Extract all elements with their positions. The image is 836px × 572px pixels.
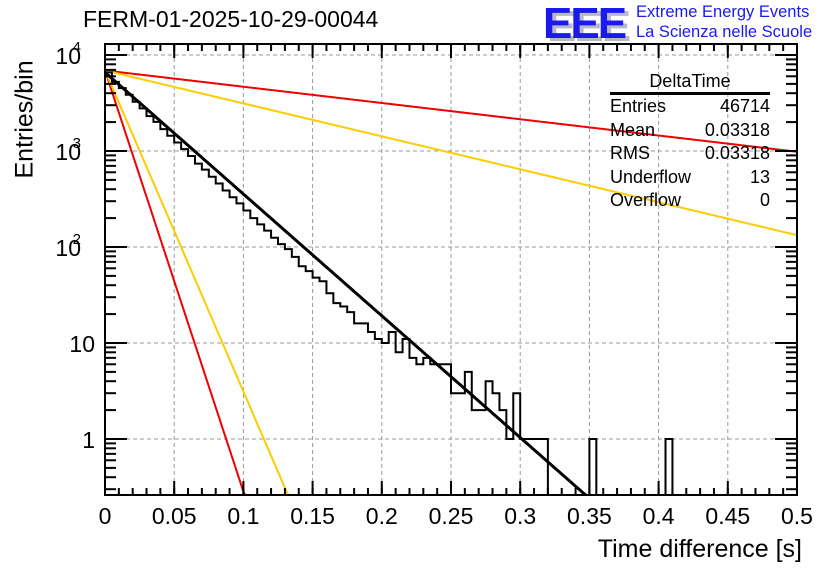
stats-row-underflow: Underflow 13 [610, 166, 770, 190]
stats-label: Mean [610, 119, 656, 140]
y-tick-label: 10 [55, 139, 81, 165]
stats-row-entries: Entries 46714 [610, 95, 770, 119]
stats-value: 0 [759, 190, 770, 210]
x-tick-label: 0 [99, 503, 112, 529]
x-axis-label: Time difference [s] [597, 535, 802, 563]
grid [105, 44, 797, 495]
fit-curve-yellow-steep [104, 70, 290, 496]
stats-box: DeltaTime Entries 46714 Mean 0.03318 RMS… [610, 70, 780, 213]
logo-line-1: Extreme Energy Events [636, 3, 810, 21]
y-tick-label: 1 [82, 427, 95, 453]
x-tick-label: 0.5 [781, 503, 813, 529]
fit-curve-red-steep [104, 70, 247, 496]
y-tick-label: 10 [69, 331, 95, 357]
fit-curve-red-shallow [104, 69, 798, 153]
y-tick-label: 10 [55, 235, 81, 261]
x-tick-labels: 0 0.05 0.1 0.15 0.2 0.25 0.3 0.35 0.4 0.45 0.5 [99, 503, 813, 529]
logo-line-2: La Scienza nelle Scuole [636, 23, 813, 41]
x-tick-label: 0.2 [366, 503, 398, 529]
axis-ticks [104, 44, 798, 495]
stats-label: Entries [610, 96, 667, 116]
fit-curves [104, 69, 798, 496]
stats-value: 46714 [719, 96, 770, 116]
eee-logo: EEE [543, 0, 627, 48]
chart-title: FERM-01-2025-10-29-00044 [83, 6, 379, 32]
x-tick-label: 0.1 [227, 503, 259, 529]
x-tick-label: 0.4 [643, 503, 675, 529]
fit-curve-yellow-shallow [104, 69, 798, 237]
y-tick-exponent: 4 [73, 39, 81, 56]
stats-value: 13 [749, 166, 770, 187]
x-tick-label: 0.45 [705, 503, 750, 529]
x-tick-label: 0.25 [429, 503, 474, 529]
x-tick-label: 0.15 [290, 503, 335, 529]
stats-value: 0.03318 [704, 143, 770, 163]
stats-title: DeltaTime [610, 70, 770, 95]
stats-label: Overflow [610, 190, 682, 210]
y-axis-label: Entries/bin [10, 60, 39, 179]
stats-row-overflow: Overflow 0 [610, 189, 770, 213]
stats-label: RMS [610, 143, 650, 163]
stats-label: Underflow [610, 166, 692, 187]
stats-row-rms: RMS 0.03318 [610, 142, 770, 166]
fit-curve-fit [104, 71, 587, 497]
x-tick-label: 0.05 [152, 503, 197, 529]
y-tick-exponent: 3 [73, 135, 81, 152]
stats-value: 0.03318 [704, 119, 770, 140]
x-tick-label: 0.3 [504, 503, 536, 529]
stats-row-mean: Mean 0.03318 [610, 119, 770, 143]
y-tick-label: 10 [55, 43, 81, 69]
x-tick-label: 0.35 [567, 503, 612, 529]
y-tick-exponent: 2 [73, 231, 81, 248]
